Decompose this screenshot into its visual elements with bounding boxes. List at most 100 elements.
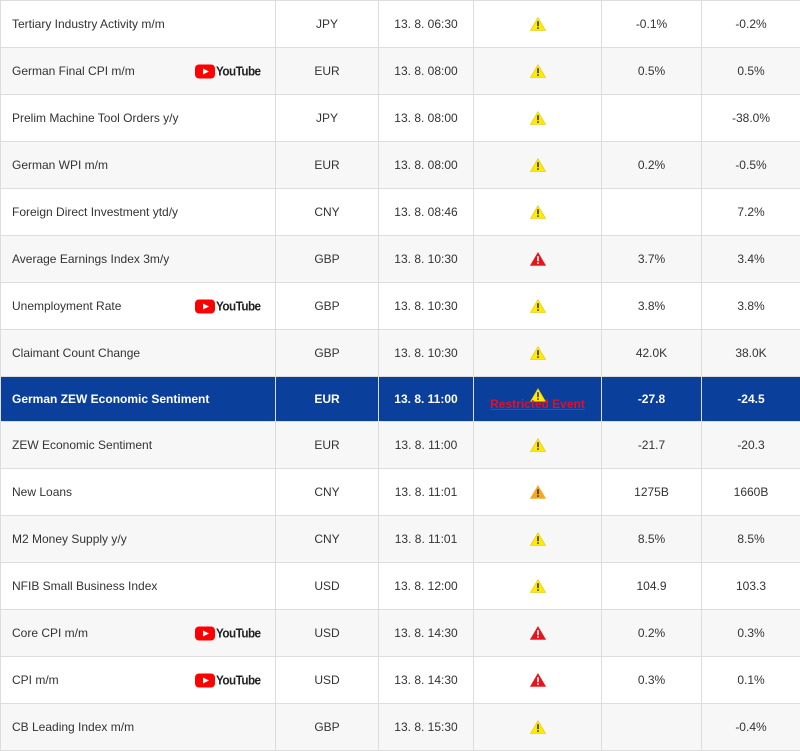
youtube-logo-text: YouTube	[215, 625, 261, 641]
youtube-link[interactable]: YouTube	[194, 64, 265, 79]
event-name: Unemployment Rate	[12, 299, 122, 313]
actual-cell: 42.0K	[601, 329, 702, 377]
time-cell: 13. 8. 10:30	[378, 282, 474, 330]
calendar-row[interactable]: German Final CPI m/m YouTube EUR 13. 8. 08:…	[0, 47, 800, 95]
impact-cell	[473, 235, 602, 283]
time-cell: 13. 8. 11:01	[378, 468, 474, 516]
forecast-cell: 3.8%	[701, 282, 800, 330]
event-cell: German Final CPI m/m YouTube	[0, 47, 276, 95]
forecast-cell: -38.0%	[701, 94, 800, 142]
forecast-cell: 0.1%	[701, 656, 800, 704]
impact-cell	[473, 282, 602, 330]
forecast-cell: -24.5	[701, 376, 800, 422]
calendar-row[interactable]: CB Leading Index m/m GBP 13. 8. 15:30 -0.4%	[0, 703, 800, 751]
impact-cell	[473, 468, 602, 516]
calendar-row[interactable]: German WPI m/m EUR 13. 8. 08:00 0.2% -0.5%	[0, 141, 800, 189]
event-cell: Claimant Count Change	[0, 329, 276, 377]
event-name: Prelim Machine Tool Orders y/y	[12, 111, 179, 125]
youtube-link[interactable]: YouTube	[194, 298, 265, 314]
forecast-cell: 3.4%	[701, 235, 800, 283]
calendar-row[interactable]: Unemployment Rate YouTube GBP 13. 8. 10:30 3…	[0, 282, 800, 330]
event-name: CPI m/m	[12, 673, 59, 687]
time-cell: 13. 8. 14:30	[378, 609, 474, 657]
calendar-row[interactable]: Claimant Count Change GBP 13. 8. 10:30 42.0…	[0, 329, 800, 377]
time-cell: 13. 8. 11:01	[378, 515, 474, 563]
forecast-cell: 7.2%	[701, 188, 800, 236]
actual-cell: 8.5%	[601, 515, 702, 563]
low-impact-warning-icon	[529, 438, 546, 453]
low-impact-warning-icon	[529, 346, 546, 361]
actual-cell: 0.5%	[601, 47, 702, 95]
youtube-link[interactable]: YouTube	[194, 673, 265, 688]
high-impact-warning-icon	[529, 626, 546, 641]
actual-cell: 3.8%	[601, 282, 702, 330]
actual-cell: 0.2%	[601, 609, 702, 657]
calendar-row[interactable]: Average Earnings Index 3m/y GBP 13. 8. 10:…	[0, 235, 800, 283]
forecast-cell: 8.5%	[701, 515, 800, 563]
high-impact-warning-icon	[529, 673, 546, 688]
currency-cell: GBP	[275, 235, 379, 283]
low-impact-warning-icon	[529, 64, 546, 79]
impact-cell	[473, 562, 602, 610]
time-cell: 13. 8. 11:00	[378, 421, 474, 469]
time-cell: 13. 8. 11:00	[378, 376, 474, 422]
calendar-row[interactable]: ZEW Economic Sentiment EUR 13. 8. 11:00 -21…	[0, 421, 800, 469]
event-cell: Tertiary Industry Activity m/m	[0, 0, 276, 48]
forecast-cell: -0.4%	[701, 703, 800, 751]
low-impact-warning-icon	[529, 111, 546, 126]
event-cell: Average Earnings Index 3m/y	[0, 235, 276, 283]
event-name: German WPI m/m	[12, 158, 109, 172]
event-name: Core CPI m/m	[12, 626, 89, 640]
actual-cell	[601, 94, 702, 142]
currency-cell: USD	[275, 656, 379, 704]
calendar-row[interactable]: Foreign Direct Investment ytd/y CNY 13. 8.…	[0, 188, 800, 236]
calendar-row[interactable]: M2 Money Supply y/y CNY 13. 8. 11:01 8.5% 8.…	[0, 515, 800, 563]
currency-cell: EUR	[275, 47, 379, 95]
youtube-play-icon	[194, 299, 215, 313]
time-cell: 13. 8. 15:30	[378, 703, 474, 751]
youtube-logo-text: YouTube	[215, 298, 261, 314]
calendar-row-highlighted[interactable]: German ZEW Economic Sentiment EUR 13. 8. 1…	[0, 376, 800, 422]
youtube-link[interactable]: YouTube	[194, 625, 265, 641]
event-cell: ZEW Economic Sentiment	[0, 421, 276, 469]
low-impact-warning-icon	[529, 299, 546, 314]
event-name: NFIB Small Business Index	[12, 579, 158, 593]
calendar-row[interactable]: NFIB Small Business Index USD 13. 8. 12:00…	[0, 562, 800, 610]
calendar-row[interactable]: Tertiary Industry Activity m/m JPY 13. 8. …	[0, 0, 800, 48]
low-impact-warning-icon	[529, 388, 546, 402]
forecast-cell: 1660B	[701, 468, 800, 516]
event-cell: German WPI m/m	[0, 141, 276, 189]
event-name: Average Earnings Index 3m/y	[12, 252, 170, 266]
medium-impact-warning-icon	[529, 485, 546, 500]
youtube-play-icon	[194, 64, 215, 78]
forecast-cell: 103.3	[701, 562, 800, 610]
impact-cell	[473, 47, 602, 95]
currency-cell: EUR	[275, 376, 379, 422]
low-impact-warning-icon	[529, 720, 546, 735]
event-name: New Loans	[12, 485, 73, 499]
calendar-row[interactable]: CPI m/m YouTube USD 13. 8. 14:30 0.3% 0.1%	[0, 656, 800, 704]
event-name: Foreign Direct Investment ytd/y	[12, 205, 179, 219]
currency-cell: GBP	[275, 703, 379, 751]
high-impact-warning-icon	[529, 252, 546, 267]
event-cell: Unemployment Rate YouTube	[0, 282, 276, 330]
restricted-event-link[interactable]: Restricted Event	[490, 397, 585, 411]
impact-cell	[473, 94, 602, 142]
currency-cell: CNY	[275, 188, 379, 236]
actual-cell: -27.8	[601, 376, 702, 422]
currency-cell: CNY	[275, 515, 379, 563]
forecast-cell: -0.2%	[701, 0, 800, 48]
calendar-row[interactable]: Prelim Machine Tool Orders y/y JPY 13. 8. …	[0, 94, 800, 142]
currency-cell: GBP	[275, 282, 379, 330]
event-name: ZEW Economic Sentiment	[12, 438, 153, 452]
calendar-row[interactable]: New Loans CNY 13. 8. 11:01 1275B 1660B	[0, 468, 800, 516]
low-impact-warning-icon	[529, 205, 546, 220]
currency-cell: GBP	[275, 329, 379, 377]
impact-cell	[473, 141, 602, 189]
forecast-cell: 0.3%	[701, 609, 800, 657]
currency-cell: JPY	[275, 0, 379, 48]
calendar-row[interactable]: Core CPI m/m YouTube USD 13. 8. 14:30 0.2% 0.…	[0, 609, 800, 657]
impact-cell	[473, 0, 602, 48]
actual-cell	[601, 188, 702, 236]
